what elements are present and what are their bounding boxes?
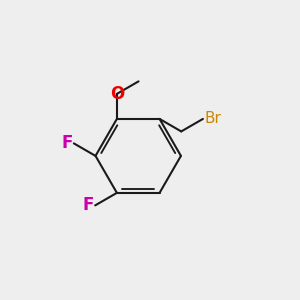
Text: F: F [82, 196, 94, 214]
Text: Br: Br [204, 111, 221, 126]
Text: F: F [61, 134, 72, 152]
Text: O: O [110, 85, 124, 103]
